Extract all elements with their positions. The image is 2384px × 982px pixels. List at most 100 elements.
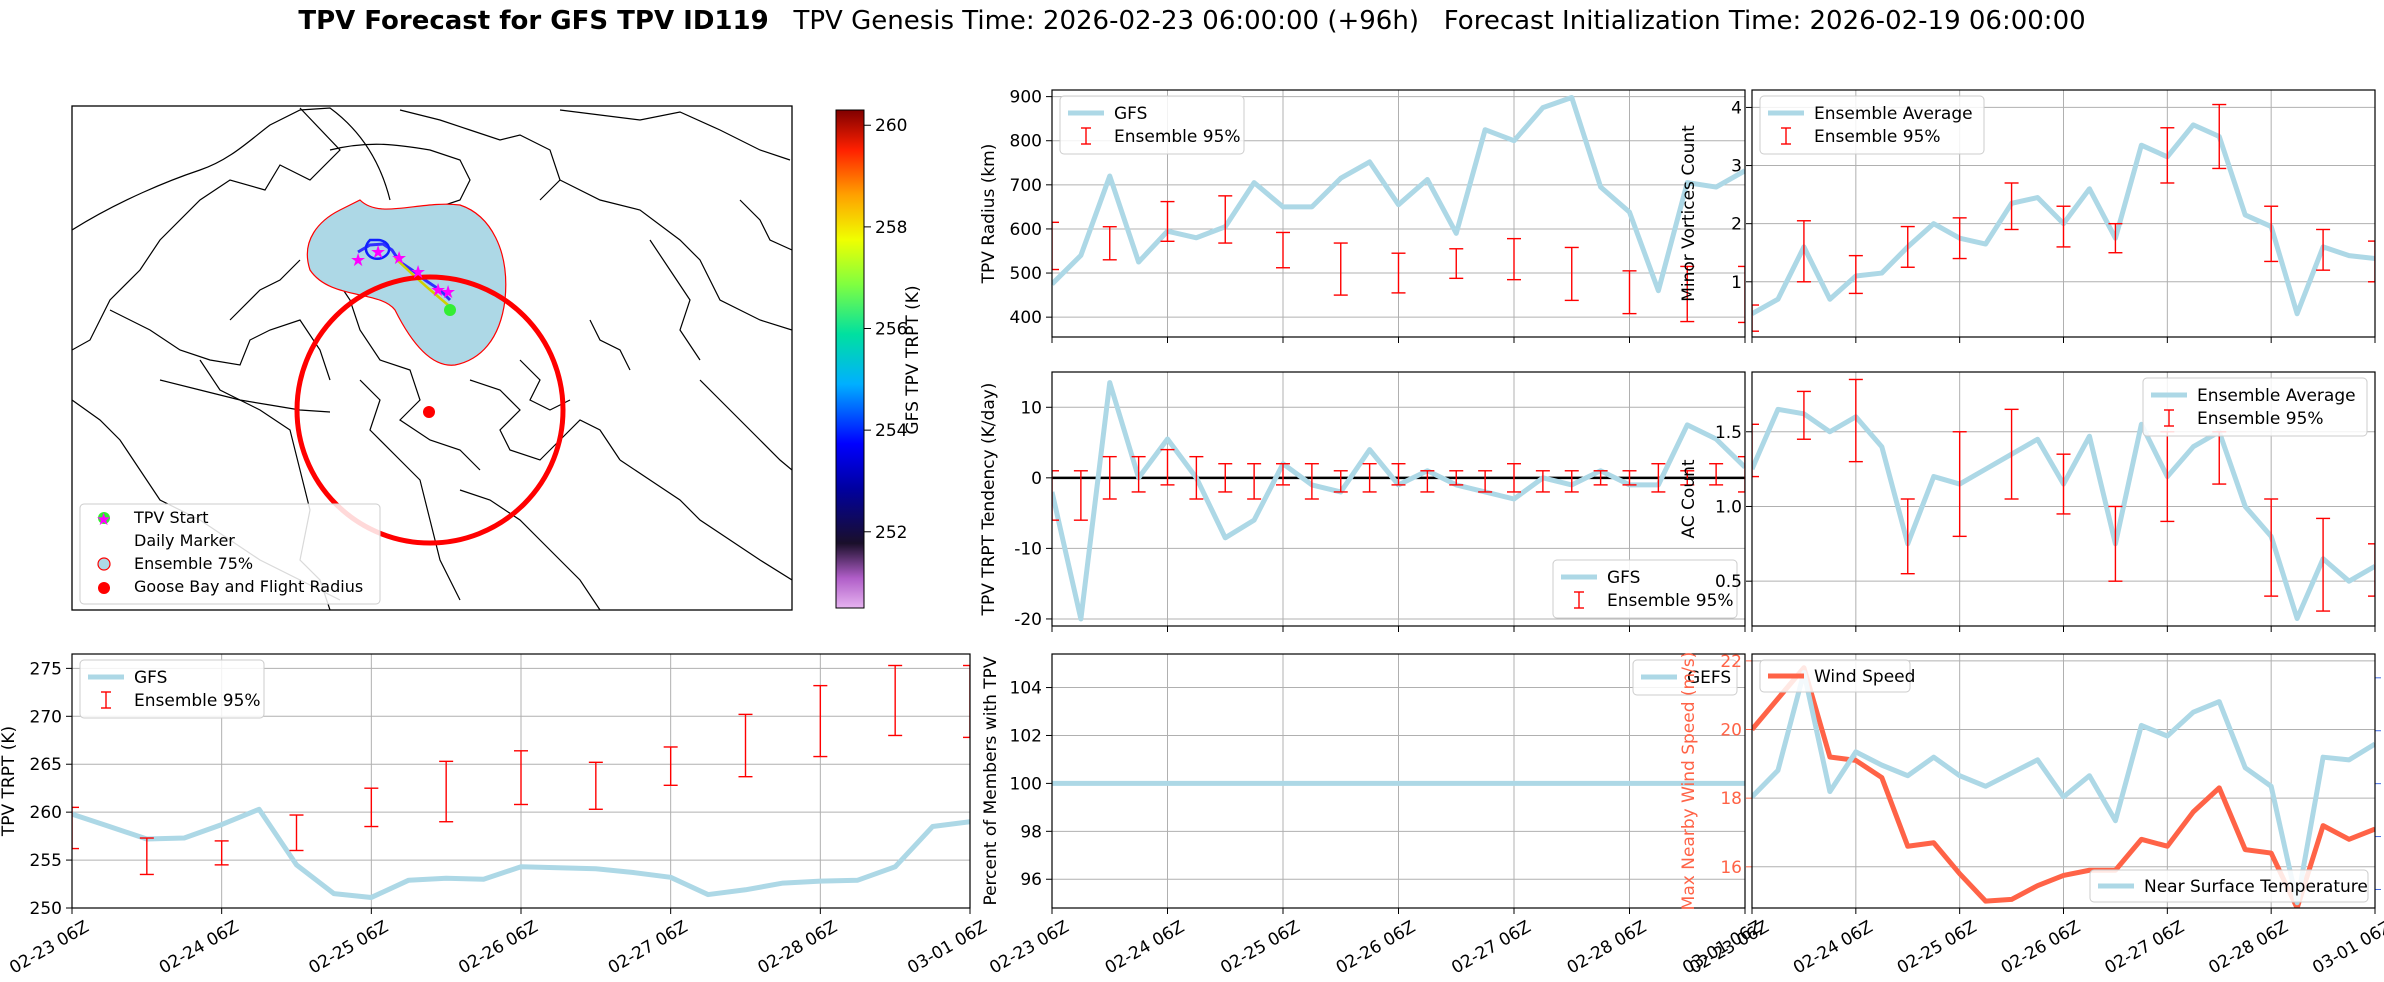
- colorbar-tick-label: 254: [875, 421, 907, 441]
- y-axis-label: Percent of Members with TPV: [981, 656, 1001, 905]
- series-group: [1052, 380, 1745, 622]
- plot-wind-temp: 16 18 20 22 02-23 06Z 02-24 06Z 02-25 06Z 02-26…: [1679, 652, 2384, 979]
- x-tick-label: 02-26 06Z: [455, 917, 541, 978]
- x-tick-label: 02-25 06Z: [306, 917, 392, 978]
- colorbar-tick-label: 258: [875, 218, 907, 238]
- figure-title-init: Forecast Initialization Time: 2026-02-19…: [1443, 6, 2086, 36]
- y-tick-label: 265: [30, 755, 62, 775]
- legend: Wind Speed Near Surface Temperature: [1759, 659, 2369, 903]
- x-tick-label: 02-24 06Z: [1790, 917, 1876, 978]
- axes-frame: [1051, 653, 1746, 909]
- legend-label: Ensemble 95%: [1114, 127, 1241, 147]
- axes-frame: [1051, 89, 1746, 338]
- axes-frame: [1751, 371, 2376, 627]
- figure-title-genesis: TPV Genesis Time: 2026-02-23 06:00:00 (+…: [793, 6, 1419, 36]
- axes-frame: [1751, 653, 2376, 909]
- legend: GFS Ensemble 95%: [1059, 95, 1245, 155]
- x-tick-label: 02-27 06Z: [2102, 917, 2188, 978]
- y-tick-label: 1.5: [1715, 423, 1742, 443]
- plot-trpt: 250 255 260 265 270 275 02-23 06Z 02-24 06Z 02-2…: [0, 653, 991, 978]
- daily-marker: ★: [430, 280, 446, 301]
- series-group: [1752, 103, 2375, 332]
- daily-marker: ★: [350, 250, 366, 271]
- x-tick-label: 02-25 06Z: [1217, 917, 1303, 978]
- series-line: [1752, 670, 2375, 906]
- y-tick-label: -10: [1014, 539, 1042, 559]
- y-tick-label: 800: [1010, 132, 1042, 152]
- y-tick-label: 0: [1031, 469, 1042, 489]
- x-tick-label: 02-27 06Z: [1448, 917, 1534, 978]
- legend-tpv-start-swatch: [98, 512, 110, 524]
- y-tick-label: 20: [1720, 721, 1742, 741]
- plot-minor-vortices: 1 2 3 4 Minor Vortices Count Ensemble Average…: [1679, 89, 2376, 343]
- coastlines: [72, 107, 792, 610]
- x-tick-label: 03-01 06Z: [2309, 917, 2384, 978]
- y-tick-label: 10: [1020, 398, 1042, 418]
- colorbar-label: GFS TPV TRPT (K): [903, 285, 923, 434]
- map-legend: ★ TPV Start Daily Marker Ensemble 75% Go…: [79, 503, 381, 605]
- y-tick-label: 18: [1720, 789, 1742, 809]
- daily-marker: ★: [391, 248, 407, 269]
- y-tick-label: 4: [1731, 98, 1742, 118]
- daily-markers: ★ ★ ★ ★ ★ ★: [350, 242, 456, 303]
- y-tick-label: 98: [1020, 822, 1042, 842]
- daily-marker: ★: [370, 242, 386, 263]
- y-tick-label: 3: [1731, 157, 1742, 177]
- legend-label: Daily Marker: [134, 531, 235, 550]
- x-tick-label: 02-23 06Z: [6, 917, 92, 978]
- legend-label: Near Surface Temperature: [2144, 877, 2368, 897]
- y-tick-label: 1.0: [1715, 497, 1742, 517]
- legend-label: Ensemble 75%: [134, 554, 253, 573]
- y-tick-label: 270: [30, 707, 62, 727]
- y-tick-label: 250: [30, 899, 62, 919]
- legend: Ensemble Average Ensemble 95%: [2142, 377, 2368, 437]
- x-tick-label: 02-24 06Z: [156, 917, 242, 978]
- legend-label: Wind Speed: [1814, 667, 1915, 687]
- legend-goose-bay-swatch: [98, 582, 110, 594]
- axes-frame: [1751, 89, 2376, 338]
- x-tick-label: 02-28 06Z: [2205, 917, 2291, 978]
- ensemble-75-area: [306, 199, 507, 366]
- legend-daily-marker-swatch: ★: [96, 510, 111, 530]
- legend-label: GFS: [1607, 568, 1640, 588]
- plot-ac-count: 0.5 1.0 1.5 AC Count Ensemble AverageEnsembl…: [1679, 371, 2376, 632]
- x-tick-label: 02-26 06Z: [1998, 917, 2084, 978]
- legend: GFS Ensemble 95%: [1552, 559, 1738, 619]
- x-tick-label: 02-23 06Z: [986, 917, 1072, 978]
- legend-label: TPV Start: [133, 508, 209, 527]
- y-tick-label: 275: [30, 659, 62, 679]
- tpv-start-marker: [444, 304, 456, 316]
- legend-box: [1552, 559, 1738, 619]
- tpv-track: [357, 238, 452, 306]
- legend-box: [79, 659, 265, 719]
- y-tick-label: 0.5: [1715, 572, 1742, 592]
- legend-label: Ensemble 95%: [1814, 127, 1941, 147]
- legend-label: Ensemble 95%: [1607, 591, 1734, 611]
- legend-ensemble-swatch: [97, 557, 111, 571]
- y-tick-label: 2: [1731, 215, 1742, 235]
- y-axis-label: TPV TRPT Tendency (K/day): [979, 383, 999, 617]
- legend-label: GFS: [1114, 104, 1147, 124]
- y-tick-label: -20: [1014, 610, 1042, 630]
- legend-label: Ensemble Average: [1814, 104, 1973, 124]
- legend-label: Ensemble 95%: [134, 691, 261, 711]
- legend-label: GEFS: [1687, 668, 1731, 688]
- x-tick-label: 02-25 06Z: [1894, 917, 1980, 978]
- y-axis-label: Minor Vortices Count: [1679, 125, 1699, 302]
- x-tick-label: 02-26 06Z: [1333, 917, 1419, 978]
- colorbar-tick-label: 260: [875, 116, 907, 136]
- legend-box: [1632, 659, 1738, 696]
- y-tick-label: 900: [1010, 88, 1042, 108]
- y-tick-label: 260: [30, 803, 62, 823]
- series-group: [1752, 378, 2375, 622]
- legend-box: [1759, 659, 1911, 693]
- y-axis-label: Max Nearby Wind Speed (m/s): [1679, 652, 1699, 911]
- series-group: [72, 664, 970, 900]
- x-tick-label: 02-27 06Z: [605, 917, 691, 978]
- legend-label: GFS: [134, 668, 167, 688]
- y-axis-label: AC Count: [1679, 459, 1699, 538]
- y-tick-label: 400: [1010, 308, 1042, 328]
- plot-tendency: -20 -10 0 10 TPV TRPT Tendency (K/day) GFS Ens…: [979, 371, 1746, 632]
- y-tick-label: 104: [1010, 679, 1042, 699]
- map-panel: ★ ★ ★ ★ ★ ★ ★ TPV Start Daily Marker Ens…: [71, 105, 793, 611]
